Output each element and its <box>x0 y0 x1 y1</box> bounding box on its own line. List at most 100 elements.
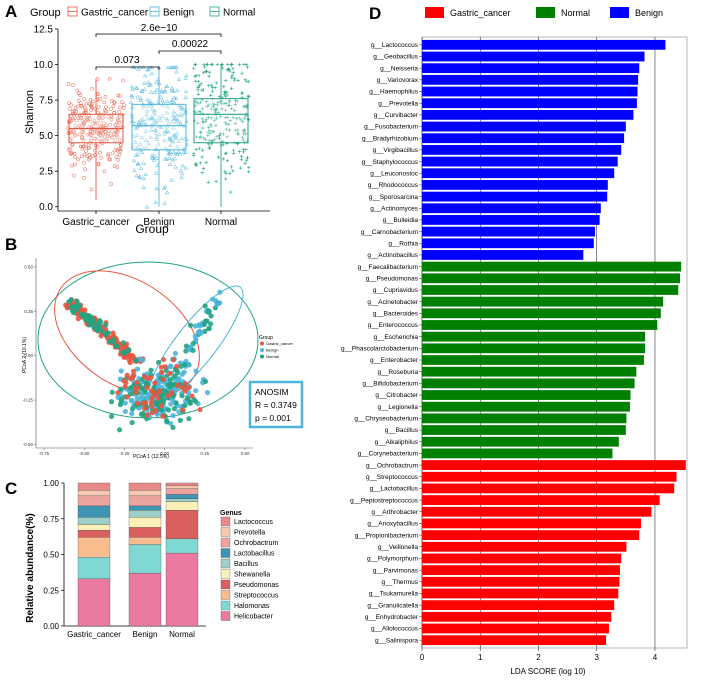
data-point <box>114 344 121 350</box>
lda-bar <box>422 401 630 412</box>
data-point <box>106 153 111 158</box>
data-point <box>173 400 179 406</box>
data-point <box>89 104 94 109</box>
bar-segment <box>77 495 111 507</box>
bar-segment <box>128 572 162 627</box>
data-point <box>189 393 195 399</box>
data-point <box>87 113 92 117</box>
data-point <box>201 136 206 140</box>
data-point <box>147 82 152 87</box>
data-point <box>214 179 218 184</box>
data-point <box>174 363 180 369</box>
data-point <box>159 369 165 376</box>
data-point <box>145 67 150 72</box>
data-point <box>216 155 221 159</box>
x-tick-label: -0.50 <box>79 451 90 456</box>
lda-bar <box>422 168 615 179</box>
data-point <box>77 132 82 137</box>
data-point <box>138 98 144 103</box>
data-point <box>233 102 238 107</box>
data-point <box>135 151 141 156</box>
data-point <box>116 93 120 98</box>
legend-label: Gastric_cancer <box>266 341 294 346</box>
data-point <box>134 173 139 178</box>
data-point <box>209 62 213 67</box>
data-point <box>115 148 120 153</box>
data-point <box>79 154 84 159</box>
data-point <box>165 65 171 70</box>
bar-label: g__Peptostreptococcus <box>350 497 419 504</box>
data-point <box>141 161 146 165</box>
data-point <box>103 130 108 134</box>
bar-segment <box>77 489 111 497</box>
data-point <box>135 94 140 99</box>
data-point <box>82 160 86 165</box>
bar-label: g__Faecalibacterium <box>358 264 418 271</box>
data-point <box>197 146 202 151</box>
data-point <box>98 97 103 101</box>
data-point <box>229 165 234 169</box>
data-point <box>171 100 177 104</box>
legend-label: Ochrobactrum <box>234 540 279 547</box>
data-point <box>196 121 200 125</box>
data-point <box>175 117 181 122</box>
data-point <box>183 165 189 170</box>
data-point <box>148 89 154 94</box>
data-point <box>200 148 205 152</box>
data-point <box>96 161 101 166</box>
anosim-frame <box>248 380 304 429</box>
data-point <box>179 136 184 140</box>
data-point <box>118 147 123 151</box>
x-tick-label: Benign <box>133 630 158 639</box>
bar-label: g__Actinomyces <box>370 205 418 212</box>
bar-segment <box>77 530 111 538</box>
data-point <box>86 145 91 150</box>
data-point <box>208 128 212 133</box>
data-point <box>243 78 247 82</box>
legend-label: Benign <box>266 348 278 353</box>
lda-bar <box>422 390 631 400</box>
data-point <box>208 122 212 127</box>
data-point <box>176 139 181 143</box>
data-point <box>152 112 158 116</box>
legend-swatch <box>220 558 231 569</box>
data-point <box>201 166 206 171</box>
data-point <box>203 137 208 142</box>
data-point <box>140 400 146 406</box>
data-point <box>206 115 211 120</box>
legend-label: Pseudomonas <box>234 582 279 589</box>
data-point <box>96 110 100 115</box>
data-point <box>78 144 83 149</box>
data-point <box>84 116 89 121</box>
data-point <box>101 115 105 120</box>
data-point <box>173 116 178 121</box>
data-point <box>68 146 72 151</box>
data-point <box>85 154 89 159</box>
bar-label: g__Enhydrobacter <box>365 614 419 621</box>
data-point <box>198 100 203 105</box>
data-point <box>141 176 146 181</box>
data-point <box>221 157 226 161</box>
data-point <box>155 163 160 168</box>
lda-bar <box>422 320 658 330</box>
lda-bar <box>422 541 627 552</box>
data-point <box>169 119 175 124</box>
bar-label: g__Geobacillus <box>373 54 419 61</box>
bar-segment <box>128 495 162 507</box>
data-point <box>225 62 230 67</box>
bar-label: g__Escherichia <box>374 334 419 341</box>
data-point <box>169 390 175 396</box>
bar-label: g__Cupriavidus <box>373 287 419 294</box>
data-point <box>120 100 124 104</box>
data-point <box>169 65 174 70</box>
data-point <box>210 139 215 143</box>
data-point <box>134 86 140 90</box>
data-point <box>148 82 153 87</box>
data-point <box>197 73 201 78</box>
data-point <box>182 136 187 141</box>
lda-bar <box>422 436 619 447</box>
data-point <box>162 138 167 142</box>
data-point <box>246 94 250 98</box>
data-point <box>154 134 160 139</box>
data-point <box>142 389 148 395</box>
